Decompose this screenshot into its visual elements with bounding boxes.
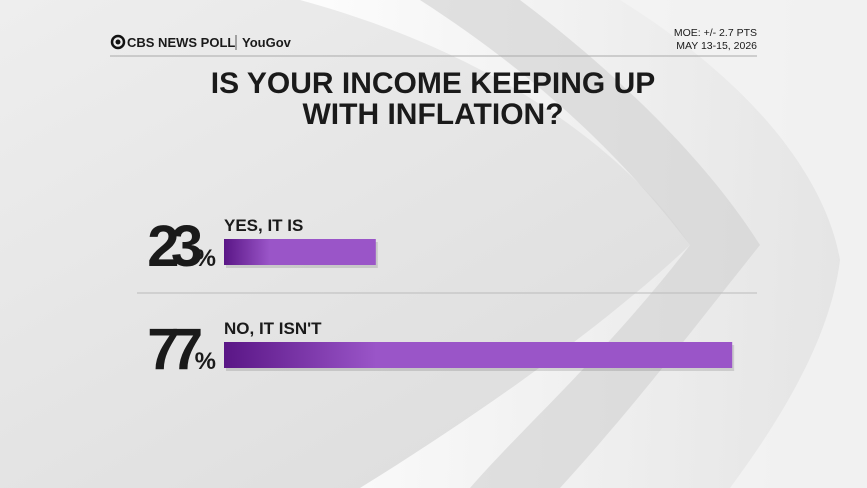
value-label: 77% [147, 317, 216, 382]
cbs-eye [110, 34, 126, 50]
value-label: 23% [147, 214, 216, 279]
chart-title: IS YOUR INCOME KEEPING UP WITH INFLATION? [211, 67, 656, 131]
partner: YouGov [242, 35, 292, 50]
dates: MAY 13-15, 2026 [676, 40, 757, 52]
moe: MOE: +/- 2.7 PTS [674, 27, 757, 39]
background-arc [420, 0, 760, 488]
cbs-eye [115, 39, 121, 45]
category-label: NO, IT ISN'T [224, 319, 322, 338]
category-label: YES, IT IS [224, 216, 303, 235]
bar [224, 342, 733, 368]
brand: CBS NEWS POLL [127, 35, 235, 50]
background-arc [620, 0, 867, 488]
bar [224, 239, 376, 265]
